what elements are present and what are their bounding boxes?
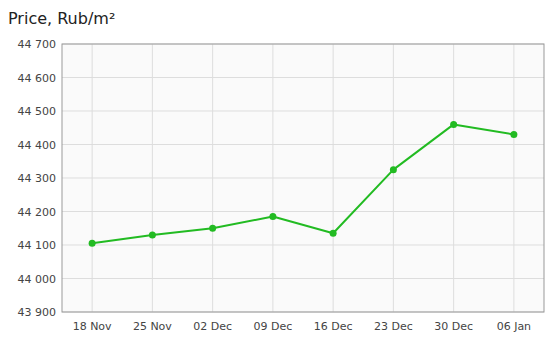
plot-frame [62,44,544,312]
y-tick-label: 44 400 [18,139,57,152]
x-tick-label: 09 Dec [253,320,292,333]
x-tick-label: 06 Jan [497,320,531,333]
point [330,230,337,237]
point [510,131,517,138]
y-tick-label: 43 900 [18,306,57,319]
grid [62,44,544,312]
y-tick-label: 44 100 [18,239,57,252]
axes: 43 900 44 000 44 100 44 200 44 300 44 400 44 5… [18,38,545,333]
x-tick-label: 16 Dec [314,320,353,333]
x-grid-line [152,44,153,312]
y-tick-label: 44 500 [18,105,57,118]
x-grid-line [393,44,394,312]
y-grid-line [62,178,544,179]
x-tick-label: 25 Nov [133,320,172,333]
point [390,166,397,173]
title: Price, Rub/m² [8,9,115,28]
point [209,225,216,232]
x-tick-label: 30 Dec [434,320,473,333]
x-grid-line [92,44,93,312]
point [269,213,276,220]
y-grid-line [62,278,544,279]
x-tick-label: 23 Dec [374,320,413,333]
chart-container: Price, Rub/m² 43 900 44 000 44 100 44 200 44 … [0,0,560,346]
x-grid-line [212,44,213,312]
y-tick-label: 44 600 [18,72,57,85]
series [89,121,518,247]
y-grid-line [62,77,544,78]
y-tick-label: 44 300 [18,172,57,185]
y-grid-line [62,211,544,212]
point [450,121,457,128]
x-grid-line [272,44,273,312]
y-tick-label: 44 200 [18,206,57,219]
x-grid-line [513,44,514,312]
point [149,231,156,238]
page: {"chart_data": {"type": "line", "title":… [0,0,560,346]
plot-background [62,44,544,312]
x-grid-line [333,44,334,312]
y-grid-line [62,245,544,246]
y-grid-line [62,111,544,112]
line [92,124,514,243]
x-tick-label: 02 Dec [193,320,232,333]
chart-svg: Price, Rub/m² 43 900 44 000 44 100 44 200 44 … [0,0,560,346]
point [89,240,96,247]
y-grid-line [62,144,544,145]
x-grid-line [453,44,454,312]
x-tick-label: 18 Nov [73,320,112,333]
y-tick-label: 44 700 [18,38,57,51]
y-tick-label: 44 000 [18,273,57,286]
